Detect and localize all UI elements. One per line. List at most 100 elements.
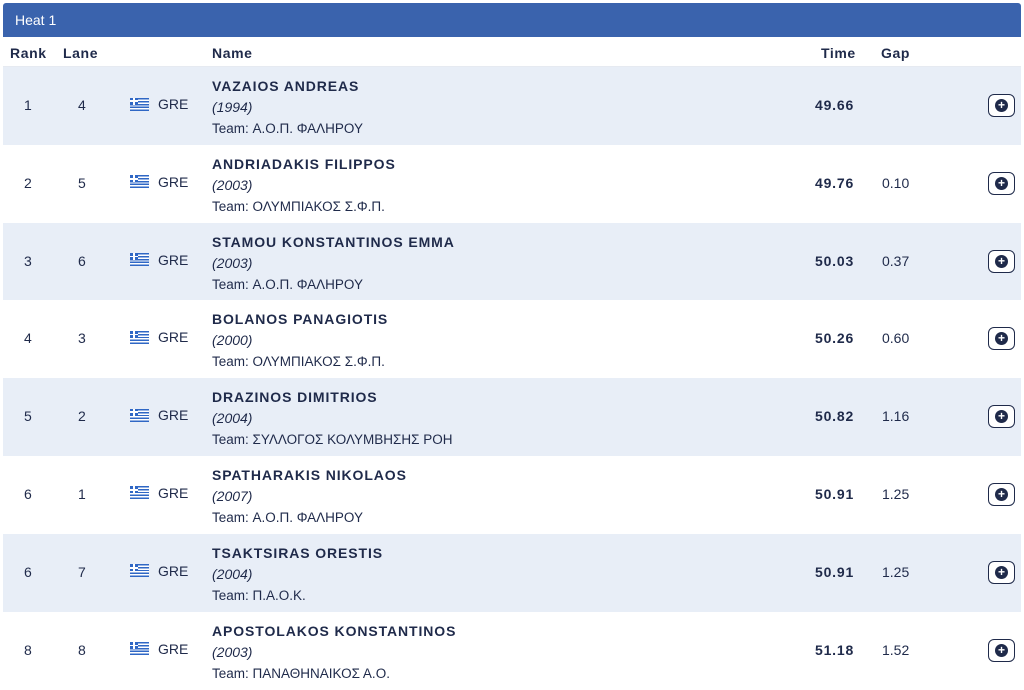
athlete-name: STAMOU KONSTANTINOS EMMA bbox=[212, 233, 455, 250]
athlete-birth-year: (1994) bbox=[212, 99, 253, 115]
rank-value: 2 bbox=[24, 174, 32, 191]
gap-value: 0.37 bbox=[882, 252, 910, 269]
column-header-time: Time bbox=[821, 45, 856, 61]
greece-flag-icon bbox=[130, 642, 149, 656]
plus-circle-icon: + bbox=[995, 254, 1008, 268]
plus-circle-icon: + bbox=[995, 99, 1008, 112]
gap-value: 1.25 bbox=[882, 485, 910, 502]
greece-flag-icon bbox=[130, 486, 149, 500]
athlete-team: Team: Α.Ο.Π. ΦΑΛΗΡΟΥ bbox=[212, 276, 363, 292]
athlete-name: BOLANOS PANAGIOTIS bbox=[212, 311, 389, 328]
greece-flag-icon bbox=[130, 175, 149, 189]
expand-row-button[interactable]: + bbox=[988, 482, 1015, 506]
nation-code: GRE bbox=[158, 562, 189, 579]
nation-code: GRE bbox=[158, 407, 189, 424]
athlete-info: STAMOU KONSTANTINOS EMMA (2003) Team: Α.… bbox=[212, 232, 455, 295]
plus-circle-icon: + bbox=[995, 643, 1008, 657]
time-value: 50.03 bbox=[815, 252, 855, 269]
lane-value: 7 bbox=[78, 563, 86, 580]
nation: GRE bbox=[130, 252, 188, 268]
rank-value: 5 bbox=[24, 408, 32, 425]
lane-value: 1 bbox=[78, 485, 86, 502]
lane-value: 5 bbox=[78, 174, 86, 191]
result-row: 5 2 GRE DRAZINOS DIMITRIOS (2004) Team: … bbox=[3, 378, 1021, 456]
athlete-name: DRAZINOS DIMITRIOS bbox=[212, 389, 378, 406]
expand-row-button[interactable]: + bbox=[988, 171, 1015, 195]
nation: GRE bbox=[130, 329, 188, 345]
athlete-team: Team: ΟΛΥΜΠΙΑΚΟΣ Σ.Φ.Π. bbox=[212, 198, 385, 214]
expand-row-button[interactable]: + bbox=[988, 249, 1015, 273]
heat-title: Heat 1 bbox=[3, 3, 1021, 37]
result-row: 2 5 GRE ANDRIADAKIS FILIPPOS (2003) Team… bbox=[3, 144, 1021, 223]
athlete-team: Team: Π.Α.Ο.Κ. bbox=[212, 587, 306, 603]
athlete-info: VAZAIOS ANDREAS (1994) Team: Α.Ο.Π. ΦΑΛΗ… bbox=[212, 76, 363, 139]
athlete-team: Team: Α.Ο.Π. ΦΑΛΗΡΟΥ bbox=[212, 121, 363, 136]
results-list: 1 4 GRE VAZAIOS ANDREAS (1994) Team: Α.Ο… bbox=[3, 67, 1021, 690]
athlete-team: Team: ΣΥΛΛΟΓΟΣ ΚΟΛΥΜΒΗΣΗΣ ΡΟΗ bbox=[212, 432, 453, 448]
plus-circle-icon: + bbox=[995, 410, 1008, 424]
column-header-name: Name bbox=[212, 45, 253, 61]
lane-value: 6 bbox=[78, 252, 86, 269]
time-value: 50.82 bbox=[815, 408, 855, 425]
result-row: 6 1 GRE SPATHARAKIS NIKOLAOS (2007) Team… bbox=[3, 455, 1021, 534]
nation: GRE bbox=[130, 563, 188, 579]
rank-value: 4 bbox=[24, 330, 32, 347]
athlete-team: Team: ΠΑΝΑΘΗΝΑΙΚΟΣ Α.Ο. bbox=[212, 665, 390, 681]
rank-value: 6 bbox=[24, 485, 32, 502]
result-row: 3 6 GRE STAMOU KONSTANTINOS EMMA (2003) … bbox=[3, 222, 1021, 301]
athlete-team: Team: ΟΛΥΜΠΙΑΚΟΣ Σ.Φ.Π. bbox=[212, 354, 385, 370]
athlete-info: APOSTOLAKOS KONSTANTINOS (2003) Team: ΠΑ… bbox=[212, 621, 456, 684]
results-panel: Heat 1 Rank Lane Name Time Gap 1 4 GRE V… bbox=[3, 3, 1021, 690]
athlete-birth-year: (2000) bbox=[212, 332, 253, 349]
expand-row-button[interactable]: + bbox=[988, 405, 1015, 429]
lane-value: 2 bbox=[78, 408, 86, 425]
greece-flag-icon bbox=[130, 330, 149, 344]
rank-value: 6 bbox=[24, 563, 32, 580]
athlete-birth-year: (2004) bbox=[212, 410, 253, 427]
athlete-info: BOLANOS PANAGIOTIS (2000) Team: ΟΛΥΜΠΙΑΚ… bbox=[212, 309, 388, 372]
nation-code: GRE bbox=[158, 640, 189, 657]
expand-row-button[interactable]: + bbox=[988, 638, 1015, 662]
nation-code: GRE bbox=[158, 484, 189, 501]
gap-value: 0.10 bbox=[882, 174, 910, 191]
rank-value: 3 bbox=[24, 252, 32, 269]
plus-circle-icon: + bbox=[995, 332, 1008, 346]
nation: GRE bbox=[130, 407, 188, 423]
athlete-birth-year: (2004) bbox=[212, 565, 253, 582]
expand-row-button[interactable]: + bbox=[988, 560, 1015, 584]
gap-value: 1.16 bbox=[882, 408, 910, 425]
athlete-name: VAZAIOS ANDREAS bbox=[212, 78, 360, 94]
lane-value: 3 bbox=[78, 330, 86, 347]
rank-value: 1 bbox=[24, 97, 32, 113]
athlete-info: SPATHARAKIS NIKOLAOS (2007) Team: Α.Ο.Π.… bbox=[212, 465, 407, 528]
nation: GRE bbox=[130, 174, 188, 190]
athlete-info: DRAZINOS DIMITRIOS (2004) Team: ΣΥΛΛΟΓΟΣ… bbox=[212, 387, 452, 450]
expand-row-button[interactable]: + bbox=[988, 327, 1015, 351]
athlete-info: ANDRIADAKIS FILIPPOS (2003) Team: ΟΛΥΜΠΙ… bbox=[212, 154, 396, 217]
time-value: 51.18 bbox=[815, 641, 855, 658]
time-value: 49.66 bbox=[815, 97, 855, 113]
nation: GRE bbox=[130, 485, 188, 501]
gap-value: 0.60 bbox=[882, 330, 910, 347]
lane-value: 4 bbox=[78, 97, 86, 113]
nation-code: GRE bbox=[158, 173, 189, 190]
athlete-name: TSAKTSIRAS ORESTIS bbox=[212, 544, 383, 561]
gap-value: 1.52 bbox=[882, 641, 910, 658]
greece-flag-icon bbox=[130, 408, 149, 422]
nation-code: GRE bbox=[158, 96, 189, 112]
athlete-name: SPATHARAKIS NIKOLAOS bbox=[212, 466, 407, 483]
greece-flag-icon bbox=[130, 253, 149, 267]
nation: GRE bbox=[130, 96, 188, 112]
athlete-name: ANDRIADAKIS FILIPPOS bbox=[212, 155, 396, 172]
athlete-birth-year: (2003) bbox=[212, 254, 253, 271]
result-row: 6 7 GRE TSAKTSIRAS ORESTIS (2004) Team: … bbox=[3, 533, 1021, 612]
plus-circle-icon: + bbox=[995, 565, 1008, 579]
athlete-team: Team: Α.Ο.Π. ΦΑΛΗΡΟΥ bbox=[212, 509, 363, 525]
result-row: 1 4 GRE VAZAIOS ANDREAS (1994) Team: Α.Ο… bbox=[3, 67, 1021, 145]
expand-row-button[interactable]: + bbox=[988, 94, 1015, 117]
nation-code: GRE bbox=[158, 251, 189, 268]
column-header-lane: Lane bbox=[63, 45, 99, 61]
column-header-rank: Rank bbox=[10, 45, 47, 61]
nation-code: GRE bbox=[158, 329, 189, 346]
athlete-info: TSAKTSIRAS ORESTIS (2004) Team: Π.Α.Ο.Κ. bbox=[212, 543, 383, 606]
